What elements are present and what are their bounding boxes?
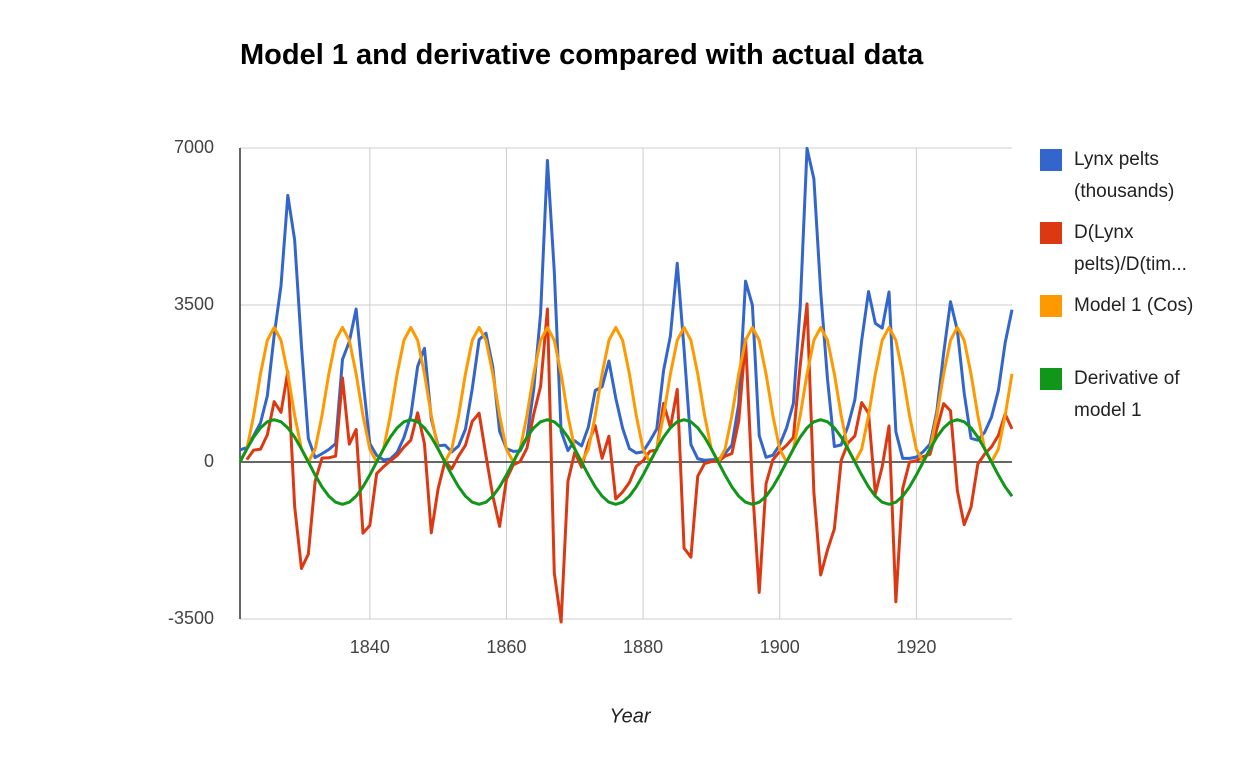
legend-swatch xyxy=(1040,149,1062,171)
x-tick-label: 1880 xyxy=(623,637,663,657)
series-line xyxy=(245,302,1014,624)
legend-label: Lynx pelts (thousands) xyxy=(1074,149,1175,202)
x-axis-label: Year xyxy=(609,705,651,727)
x-tick-label: 1900 xyxy=(760,637,800,657)
series-line xyxy=(238,418,1014,506)
y-tick-label: 3500 xyxy=(174,294,214,314)
legend-label: D(Lynx pelts)/D(tim... xyxy=(1074,222,1187,275)
legend-swatch xyxy=(1040,295,1062,317)
legend-label: Model 1 (Cos) xyxy=(1074,295,1194,316)
x-tick-label: 1840 xyxy=(350,637,390,657)
x-tick-label: 1920 xyxy=(896,637,936,657)
series-line xyxy=(238,325,1014,464)
legend-label: Derivative of model 1 xyxy=(1074,368,1180,421)
chart-title: Model 1 and derivative compared with act… xyxy=(240,39,924,71)
y-tick-label: 0 xyxy=(204,451,214,471)
legend-swatch xyxy=(1040,368,1062,390)
x-tick-label: 1860 xyxy=(486,637,526,657)
legend-swatch xyxy=(1040,222,1062,244)
y-tick-label: -3500 xyxy=(168,608,214,628)
y-tick-label: 7000 xyxy=(174,137,214,157)
series-line xyxy=(239,146,1014,462)
